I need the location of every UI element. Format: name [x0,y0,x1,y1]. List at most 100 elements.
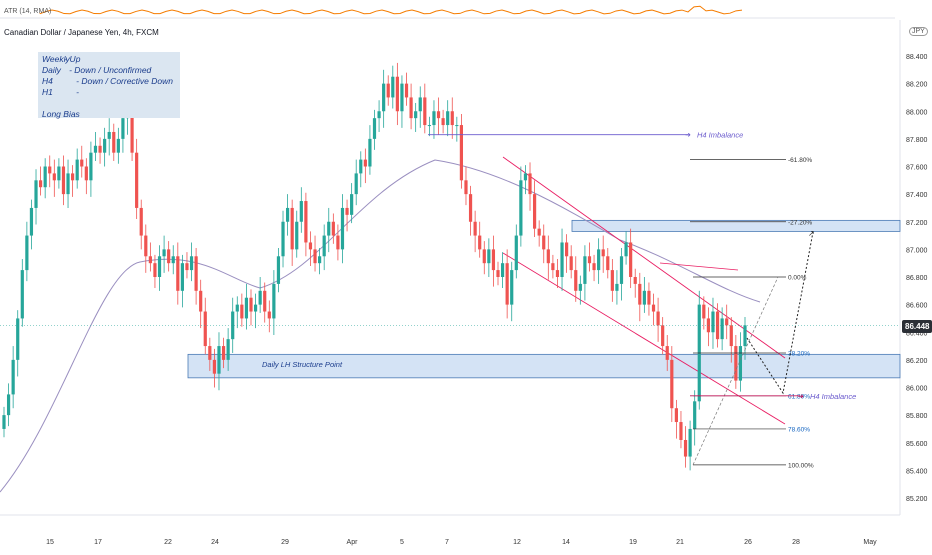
time-axis-tick: 15 [46,539,54,546]
candle-body [661,325,665,347]
candle-body [546,249,550,264]
candle-body [327,221,331,236]
atr-line [39,5,743,15]
candle-body [386,83,390,98]
time-axis-tick: 17 [94,539,102,546]
candle-body [738,346,743,381]
candle-body [647,290,651,305]
bias-line: Long Bias [42,109,80,119]
time-axis-tick: 21 [676,539,684,546]
candle-body [176,256,180,291]
candle-body [688,428,692,457]
candle-body [368,138,372,167]
candle-body [48,166,52,174]
candle-body [446,111,450,126]
candle-body [391,76,395,98]
candle-body [414,111,418,119]
candle-body [363,159,367,167]
candle-body [359,159,363,174]
candle-body [295,221,299,250]
time-axis-tick: 28 [792,539,800,546]
candle-body [606,256,610,271]
price-axis-tick: 87.800 [906,137,928,144]
candle-body [285,207,290,222]
atr-indicator-label[interactable]: ATR (14, RMA) [4,8,52,15]
candle-body [103,138,107,153]
candle-body [203,311,207,347]
candle-body [528,173,532,195]
candle-body [98,145,102,153]
candle-body [20,270,24,319]
arrow-icon: ➜ [798,393,804,400]
fib-level-label: 61.80% [788,393,810,400]
candle-body [674,408,678,423]
arrow-icon: ➜ [685,132,691,139]
candle-body [281,221,285,257]
candle-body [121,118,125,139]
candle-body [52,173,56,181]
candle-body [290,207,294,250]
candle-body [418,97,422,112]
candle-body [510,270,514,305]
candle-body [162,249,166,257]
imbalance-lower-label: H4 Imbalance [810,392,856,401]
price-axis-tick: 85.400 [906,468,928,475]
candle-body [189,256,194,271]
time-axis-tick: 14 [562,539,570,546]
candle-body [523,173,528,181]
candle-body [272,283,276,319]
candle-body [2,415,6,429]
time-axis-tick: May [863,539,877,546]
candle-body [318,256,322,264]
candle-body [423,97,427,126]
candle-body [619,256,624,284]
candle-body [308,242,313,250]
candle-body [455,125,459,127]
candle-body [350,194,354,215]
candle-body [84,166,88,181]
candle-body [551,263,555,271]
candle-body [263,290,267,312]
candle-body [66,173,70,195]
bias-notes-box[interactable]: Weekly - Up Daily - Down / Unconfirmed H… [38,52,180,119]
candle-body [212,359,217,374]
candle-body [43,166,47,188]
candle-body [25,235,29,271]
price-axis-tick: 87.000 [906,247,928,254]
candle-body [578,283,582,291]
candle-body [276,256,281,284]
price-axis-tick: 85.800 [906,413,928,420]
candle-body [331,221,335,236]
candle-body [139,207,143,236]
candle-body [34,180,38,208]
candle-body [459,125,464,181]
current-price-tag: 86.448 [902,320,932,333]
candle-body [583,256,587,284]
candle-body [587,256,592,264]
currency-badge[interactable]: JPY [909,27,928,36]
candle-body [670,359,674,409]
candle-body [144,235,148,257]
channel-upper-line [502,156,786,359]
time-axis-tick: 7 [445,539,449,546]
candle-body [148,256,152,264]
candle-body [711,311,715,333]
candle-body [322,235,326,257]
symbol-title: Canadian Dollar / Japanese Yen, 4h, FXCM [4,28,159,37]
candle-body [235,304,239,312]
candle-body [382,83,386,112]
candle-body [610,270,614,291]
candle-body [679,422,683,440]
candle-body [372,118,377,139]
candle-body [734,346,738,381]
candle-body [665,346,669,360]
candle-body [514,235,518,271]
candle-body [450,111,454,126]
candle-body [656,311,660,326]
candle-body [702,304,706,319]
price-axis-tick: 86.800 [906,275,928,282]
candle-body [491,249,496,271]
bias-line [42,98,180,109]
